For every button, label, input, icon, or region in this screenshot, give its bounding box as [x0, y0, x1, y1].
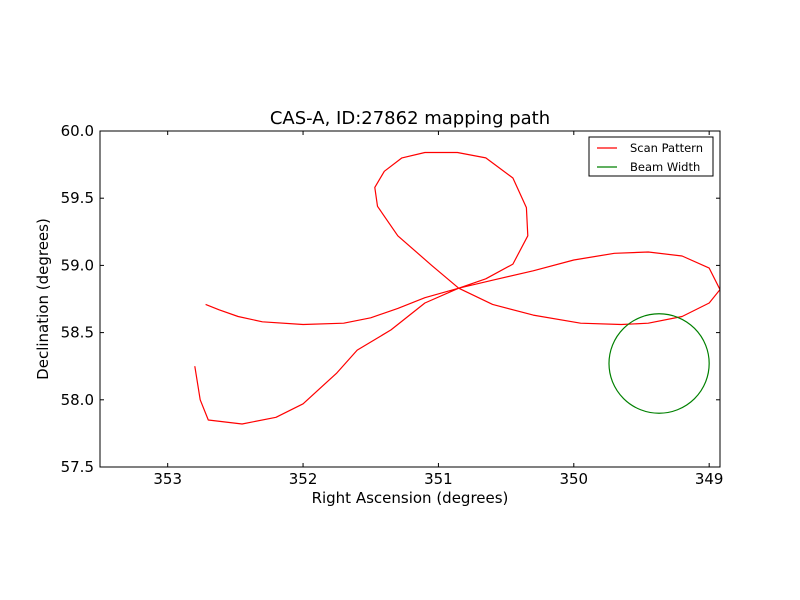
y-tick-label: 59.0: [61, 256, 94, 274]
y-axis-label: Declination (degrees): [34, 218, 52, 380]
x-tick-label: 352: [289, 470, 318, 488]
x-axis-label: Right Ascension (degrees): [312, 489, 509, 507]
legend-label-scan-pattern: Scan Pattern: [630, 141, 703, 155]
y-tick-label: 57.5: [61, 458, 94, 476]
chart-title: CAS-A, ID:27862 mapping path: [270, 108, 550, 129]
x-tick-label: 351: [424, 470, 453, 488]
plot-area: [194, 151, 720, 425]
axis-ticks: 353 352 351 350 349 57.5 58.0 58.5 59.0 59.5 60.0: [61, 122, 724, 488]
x-tick-label: 349: [695, 470, 724, 488]
x-tick-label: 353: [153, 470, 182, 488]
series-scan-pattern: [194, 151, 720, 425]
series-beam-width: [608, 313, 710, 414]
y-tick-label: 58.0: [61, 391, 94, 409]
y-tick-label: 59.5: [61, 189, 94, 207]
x-tick-label: 350: [559, 470, 588, 488]
plot-frame: [99, 130, 721, 468]
y-tick-label: 60.0: [61, 122, 94, 140]
legend: Scan Pattern Beam Width: [588, 136, 714, 177]
legend-box: [588, 136, 714, 177]
y-tick-label: 58.5: [61, 324, 94, 342]
legend-label-beam-width: Beam Width: [630, 160, 700, 174]
